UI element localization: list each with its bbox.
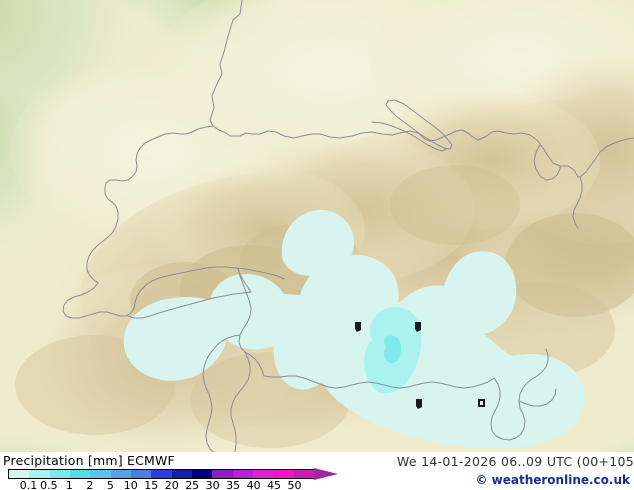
colorbar-cell-1[interactable] — [29, 470, 50, 478]
station-marker-3[interactable] — [416, 399, 422, 409]
colorbar-cell-2[interactable] — [49, 470, 70, 478]
colorbar-cell-3[interactable] — [69, 470, 91, 478]
colorbar-tick-labels: 0.1 0.5 1 2 5 10 15 20 25 30 35 40 45 50 — [0, 479, 330, 490]
precip-core-1 — [384, 335, 402, 364]
colorbar-tick-10: 10 — [123, 479, 138, 490]
colorbar-tick-15: 15 — [144, 479, 159, 490]
colorbar-cell-0[interactable] — [9, 470, 30, 478]
precipitation-map[interactable] — [0, 0, 634, 452]
legend-title: Precipitation [mm] ECMWF — [3, 453, 175, 468]
map-canvas[interactable] — [0, 0, 634, 452]
colorbar-cell-6[interactable] — [130, 470, 152, 478]
colorbar-tick-45: 45 — [267, 479, 282, 490]
colorbar-cell-13[interactable] — [273, 470, 294, 478]
precip-band-1 — [384, 335, 402, 364]
colorbar-tick-50: 50 — [287, 479, 302, 490]
colorbar-wrap — [8, 468, 338, 480]
forecast-timestamp: We 14-01-2026 06..09 UTC (00+105 — [396, 454, 634, 469]
colorbar-tick-2: 2 — [86, 479, 94, 490]
colorbar-cell-11[interactable] — [232, 470, 253, 478]
colorbar-overflow-arrow-icon — [314, 468, 338, 480]
colorbar-tick-40: 40 — [246, 479, 261, 490]
colorbar-cell-5[interactable] — [110, 470, 131, 478]
copyright-notice: © weatheronline.co.uk — [475, 473, 630, 487]
station-marker-4[interactable] — [478, 399, 485, 407]
station-marker-1[interactable] — [355, 322, 361, 332]
precip-region-west-lobe — [123, 297, 226, 381]
colorbar-cell-7[interactable] — [151, 470, 172, 478]
legend-footer: Precipitation [mm] ECMWF 0.1 0.5 1 2 5 10 15 20… — [0, 452, 634, 490]
colorbar-tick-1: 1 — [65, 479, 73, 490]
colorbar-tick-5: 5 — [106, 479, 114, 490]
colorbar-cell-10[interactable] — [212, 470, 233, 478]
colorbar-cell-9[interactable] — [191, 470, 213, 478]
colorbar-tick-20: 20 — [164, 479, 179, 490]
station-marker-2[interactable] — [415, 322, 421, 332]
precip-region-north-lobe — [281, 209, 354, 276]
station-markers-layer[interactable] — [355, 322, 485, 409]
colorbar-tick-0.5: 0.5 — [40, 479, 58, 490]
colorbar-cell-8[interactable] — [171, 470, 192, 478]
colorbar-tick-0.1: 0.1 — [19, 479, 38, 490]
colorbar-tick-25: 25 — [185, 479, 200, 490]
colorbar-cell-12[interactable] — [252, 470, 274, 478]
colorbar-cell-4[interactable] — [90, 470, 111, 478]
colorbar-tick-35: 35 — [226, 479, 241, 490]
precipitation-colorbar[interactable] — [8, 469, 315, 479]
colorbar-tick-30: 30 — [205, 479, 220, 490]
colorbar-cell-14[interactable] — [293, 470, 314, 478]
political-borders — [62, 0, 634, 452]
